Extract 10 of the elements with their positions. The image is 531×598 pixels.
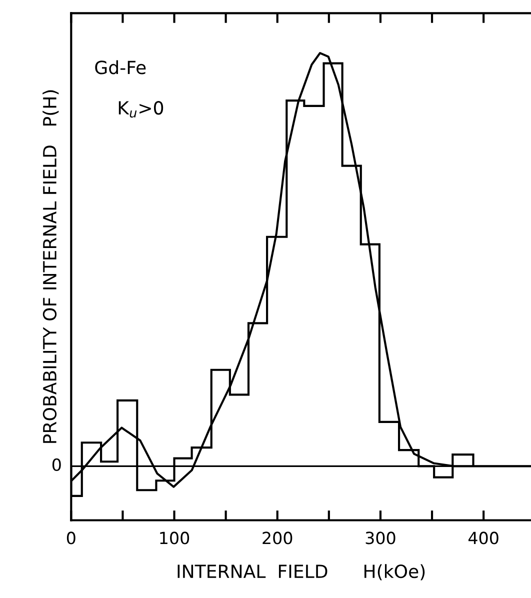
ref-line-label: 0 [52,458,61,471]
x-tick-label: 100 [160,532,190,544]
annotation: K$_{u}$>0 [118,101,164,118]
x-tick-label: 0 [66,532,76,544]
x-tick-label: 400 [468,532,498,544]
x-axis-title: INTERNAL FIELD H(kOe) [178,564,425,580]
x-tick-label: 300 [366,532,396,544]
y-axis-title: PROBABILITY OF INTERNAL FIELD P(H) [42,90,59,443]
annotation: Gd-Fe [95,60,146,74]
x-tick-label: 200 [262,532,292,544]
